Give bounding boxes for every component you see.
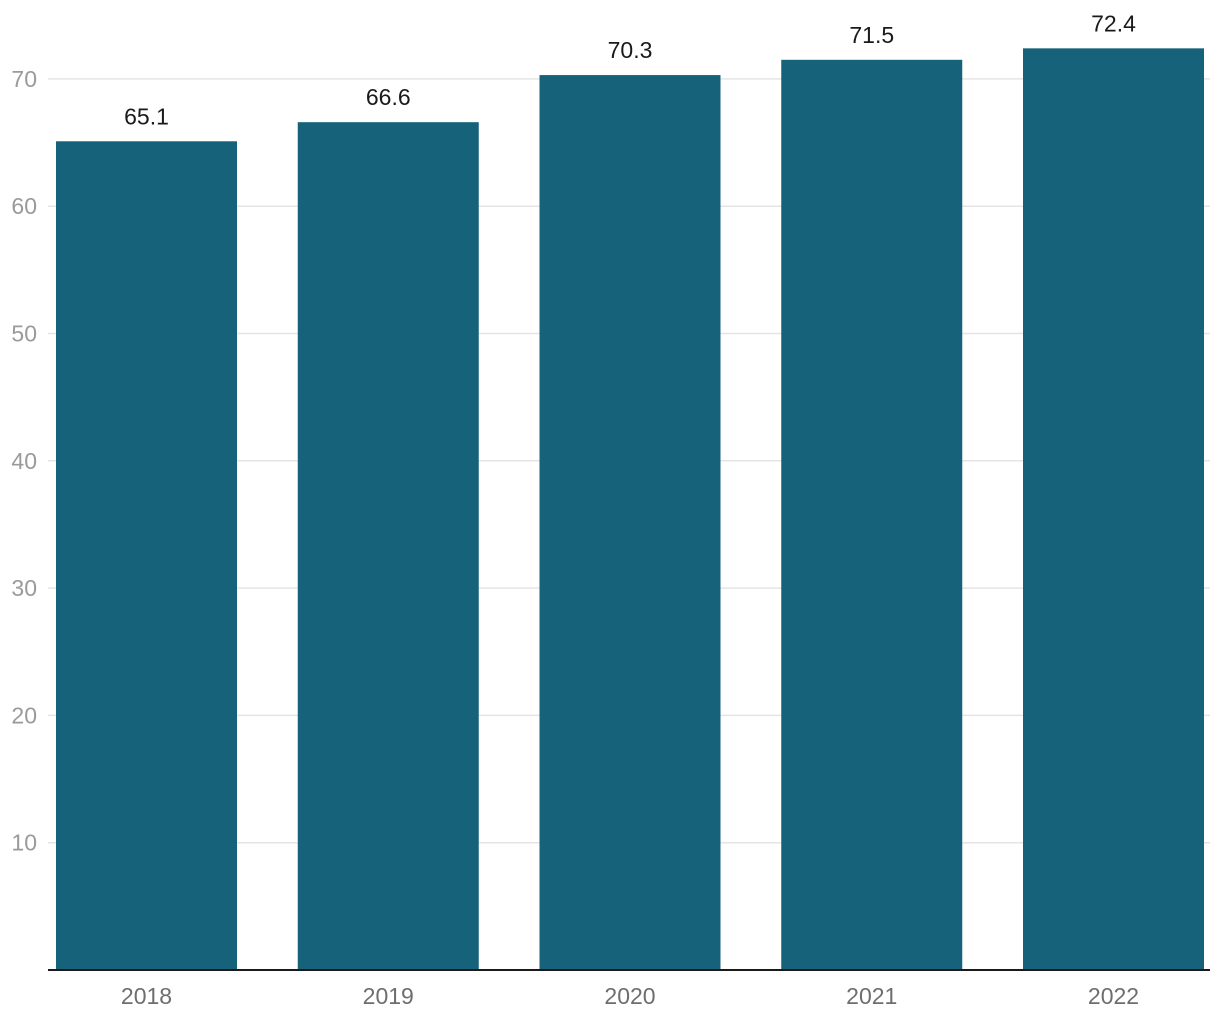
x-tick-label: 2019 — [363, 983, 414, 1009]
bar-2022 — [1023, 48, 1204, 970]
data-label: 70.3 — [608, 37, 653, 63]
data-labels: 65.1 66.6 70.3 71.5 72.4 — [124, 10, 1136, 129]
bar-2018 — [56, 141, 237, 971]
bar-2021 — [781, 59, 963, 971]
y-tick-label: 40 — [11, 448, 37, 474]
data-label: 65.1 — [124, 103, 169, 129]
y-tick-label: 20 — [11, 702, 37, 728]
y-tick-label: 10 — [11, 830, 37, 856]
x-axis-ticks: 2018 2019 2020 2021 2022 — [121, 983, 1139, 1009]
x-tick-label: 2022 — [1088, 983, 1139, 1009]
y-tick-label: 70 — [11, 66, 37, 92]
y-tick-label: 50 — [11, 321, 37, 347]
bar-2020 — [539, 75, 721, 971]
data-label: 71.5 — [849, 22, 894, 48]
x-tick-label: 2020 — [604, 983, 655, 1009]
x-tick-label: 2021 — [846, 983, 897, 1009]
data-label: 72.4 — [1091, 10, 1136, 36]
bar-2019 — [297, 122, 479, 970]
x-tick-label: 2018 — [121, 983, 172, 1009]
y-tick-label: 60 — [11, 193, 37, 219]
data-label: 66.6 — [366, 84, 411, 110]
y-tick-label: 30 — [11, 575, 37, 601]
bars — [56, 48, 1204, 971]
y-axis-ticks: 10 20 30 40 50 60 70 — [11, 66, 37, 856]
